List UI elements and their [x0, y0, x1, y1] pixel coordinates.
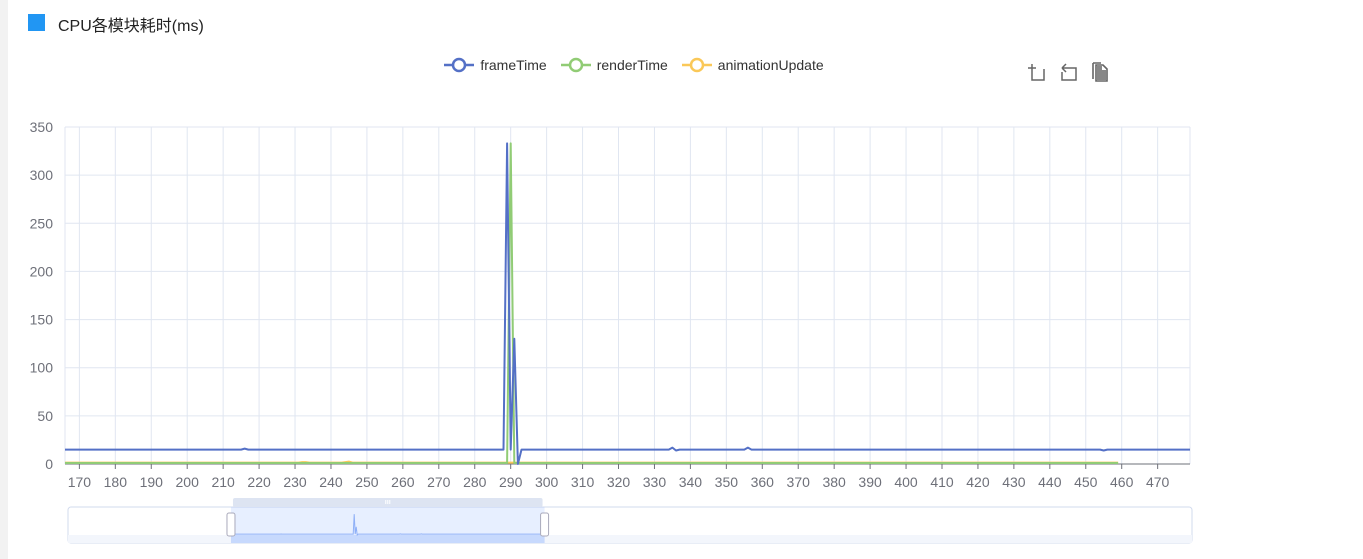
legend-item-animationupdate[interactable]: animationUpdate [681, 57, 824, 73]
x-tick-label: 410 [930, 474, 954, 490]
zoom-back-icon[interactable] [1058, 61, 1078, 83]
datazoom-handle-right[interactable] [540, 512, 550, 537]
y-tick-label: 0 [45, 456, 53, 472]
x-tick-label: 370 [787, 474, 811, 490]
y-tick-label: 350 [30, 119, 54, 135]
legend-item-frametime[interactable]: frameTime [444, 57, 547, 73]
legend-label: frameTime [480, 57, 547, 73]
x-tick-label: 190 [140, 474, 164, 490]
toolbox [1026, 61, 1110, 83]
chart-title: CPU各模块耗时(ms) [58, 18, 204, 35]
legend-line-circle-icon [444, 57, 475, 73]
y-tick-label: 100 [30, 360, 54, 376]
x-tick-label: 420 [966, 474, 990, 490]
datazoom-slider [67, 498, 1193, 544]
x-tick-label: 240 [319, 474, 343, 490]
x-tick-label: 330 [643, 474, 667, 490]
x-tick-label: 430 [1002, 474, 1026, 490]
x-tick-label: 220 [247, 474, 271, 490]
datazoom-window-shade [230, 535, 545, 543]
x-tick-label: 450 [1074, 474, 1098, 490]
y-tick-label: 250 [30, 215, 54, 231]
x-tick-label: 460 [1110, 474, 1134, 490]
y-tick-label: 50 [37, 408, 53, 424]
x-tick-label: 440 [1038, 474, 1062, 490]
x-tick-label: 470 [1146, 474, 1170, 490]
x-tick-label: 270 [427, 474, 451, 490]
x-tick-label: 280 [463, 474, 487, 490]
x-tick-label: 390 [858, 474, 882, 490]
x-tick-label: 360 [751, 474, 775, 490]
datazoom-handle-left[interactable] [226, 512, 236, 537]
legend-label: animationUpdate [717, 57, 824, 73]
datazoom-preview-line [231, 514, 545, 537]
x-tick-label: 320 [607, 474, 631, 490]
legend-line-circle-icon [560, 57, 591, 73]
x-tick-label: 250 [355, 474, 379, 490]
x-tick-label: 340 [679, 474, 703, 490]
y-tick-label: 300 [30, 167, 54, 183]
zoom-icon[interactable] [1026, 61, 1046, 83]
x-tick-label: 210 [211, 474, 235, 490]
x-tick-label: 380 [822, 474, 846, 490]
data-view-icon[interactable] [1090, 61, 1110, 83]
x-tick-label: 310 [571, 474, 595, 490]
y-tick-label: 200 [30, 263, 54, 279]
x-tick-label: 170 [68, 474, 92, 490]
legend-line-circle-icon [681, 57, 712, 73]
series-line-frameTime [65, 142, 1190, 465]
legend-label: renderTime [596, 57, 668, 73]
y-tick-label: 150 [30, 312, 54, 328]
x-tick-label: 350 [715, 474, 739, 490]
x-tick-label: 200 [176, 474, 200, 490]
legend-item-rendertime[interactable]: renderTime [560, 57, 668, 73]
x-tick-label: 180 [104, 474, 128, 490]
x-tick-label: 290 [499, 474, 523, 490]
x-tick-label: 260 [391, 474, 415, 490]
x-tick-label: 300 [535, 474, 559, 490]
datazoom-track-shadow [68, 535, 1192, 543]
datazoom-window[interactable] [230, 507, 545, 543]
legend: frameTime renderTime animationUpdate [0, 57, 1268, 73]
title-marker [28, 14, 45, 31]
x-tick-label: 230 [283, 474, 307, 490]
x-tick-label: 400 [894, 474, 918, 490]
left-edge [0, 0, 8, 559]
series-line-renderTime [65, 142, 1119, 464]
